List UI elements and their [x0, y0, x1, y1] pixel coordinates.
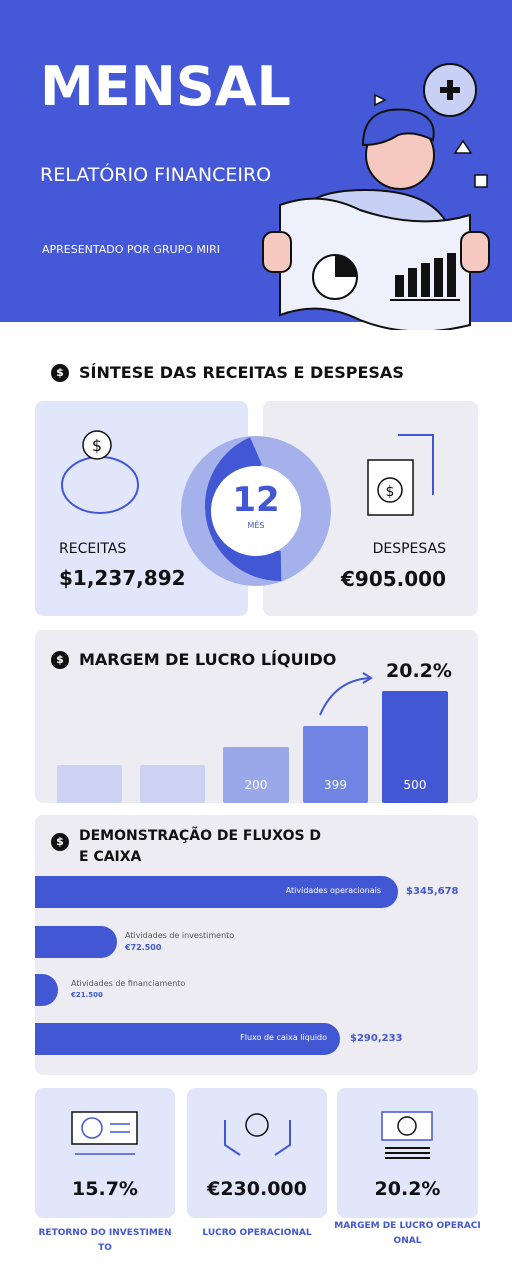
money-icon	[381, 1111, 433, 1159]
bar	[140, 765, 205, 803]
kpi-value: 20.2%	[374, 1178, 441, 1200]
icon: $	[51, 833, 69, 851]
section-title: DEMONSTRAÇÃO DE FLUXOS DE CAIXA	[79, 828, 322, 865]
bar-label: 399	[324, 778, 347, 792]
flow-label: Atividades operacionais	[285, 886, 381, 895]
bar	[57, 765, 122, 803]
hands-icon	[224, 1113, 291, 1156]
flow-label: Fluxo de caixa líquido	[240, 1033, 327, 1042]
arrow	[319, 672, 373, 716]
bar	[303, 726, 368, 803]
kpi-label: RETORNO DO INVESTIMENTO	[38, 1228, 172, 1253]
flow-label: Atividades de financiamento	[71, 979, 186, 988]
kpi-card	[35, 1088, 175, 1218]
bar-label: 200	[244, 778, 268, 792]
section-title: SÍNTESE DAS RECEITAS E DESPESAS	[79, 363, 404, 382]
revenue: $1,237,892	[59, 566, 186, 590]
flow-bar	[35, 974, 58, 1006]
section-title: MARGEM DE LUCRO LÍQUIDO	[79, 650, 337, 669]
flow-value: €72.500	[125, 943, 162, 952]
expenses-label: DESPESAS	[372, 541, 446, 557]
months: 12	[232, 480, 280, 520]
months-label: MÊS	[247, 521, 265, 530]
flow-label: Atividades de investimento	[125, 931, 235, 940]
flow-value: $290,233	[350, 1033, 403, 1044]
title: MENSAL	[40, 55, 291, 118]
svg-text:$: $	[386, 484, 395, 500]
presenter: APRESENTADO POR GRUPO MIRI	[42, 243, 220, 256]
revenue-label: RECEITAS	[59, 541, 127, 557]
kpi-label: MARGEM DE LUCRO OPERACIONAL	[334, 1221, 481, 1246]
bar-label: 500	[403, 778, 427, 792]
flow-bar	[35, 1023, 340, 1055]
check-icon	[71, 1111, 138, 1155]
bar	[223, 747, 289, 803]
flow-bar	[35, 876, 398, 908]
flow-value: $345,678	[406, 886, 459, 897]
expenses: €905.000	[340, 567, 446, 591]
icon: $	[51, 364, 69, 382]
flow-value: €21.500	[71, 991, 103, 999]
icon: $	[51, 651, 69, 669]
subtitle: RELATÓRIO FINANCEIRO	[40, 164, 272, 186]
kpi-label: LUCRO OPERACIONAL	[202, 1228, 312, 1238]
piggy-icon: $	[61, 430, 139, 514]
bar	[382, 691, 448, 803]
svg-text:$: $	[92, 436, 102, 455]
receipt-icon: $	[367, 434, 434, 516]
kpi-value: €230.000	[207, 1178, 307, 1200]
kpi-value: 15.7%	[72, 1178, 138, 1200]
kpi-card	[187, 1088, 327, 1218]
growth: 20.2%	[386, 660, 452, 682]
donut	[181, 436, 331, 586]
illustration	[262, 63, 490, 330]
flow-bar	[35, 926, 117, 958]
